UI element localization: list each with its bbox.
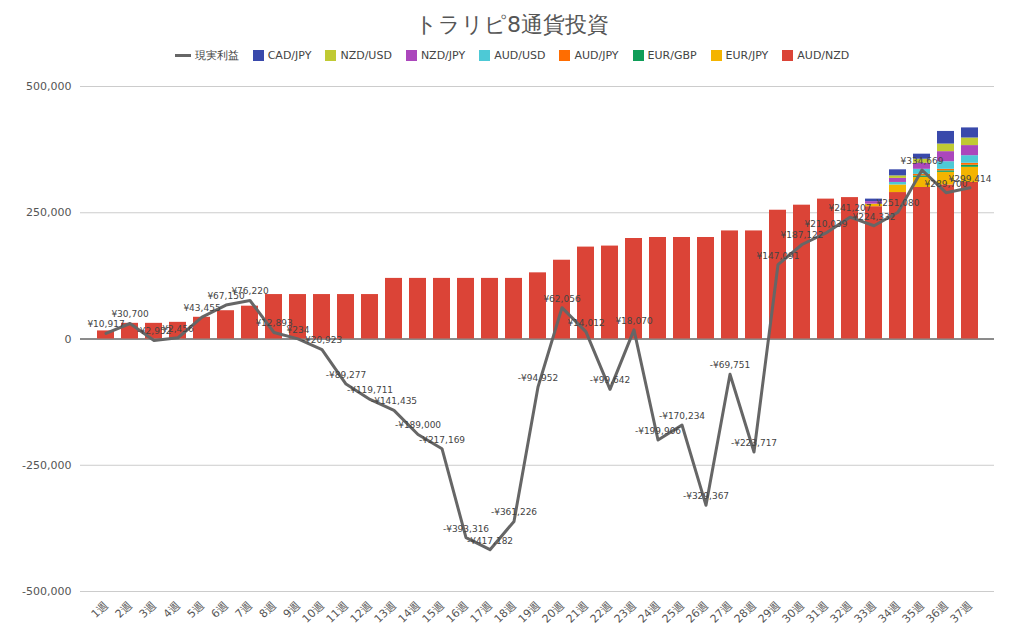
- svg-text:-¥199,906: -¥199,906: [635, 426, 681, 436]
- svg-text:36週: 36週: [924, 599, 951, 626]
- html-text:現実利益: 現実利益: [194, 48, 239, 62]
- svg-text:¥224,332: ¥224,332: [853, 212, 896, 222]
- svg-text:¥30,700: ¥30,700: [111, 309, 148, 319]
- svg-text:¥76,220: ¥76,220: [231, 286, 268, 296]
- svg-text:500,000: 500,000: [26, 80, 72, 93]
- svg-text:¥299,414: ¥299,414: [949, 174, 992, 184]
- svg-text:10週: 10週: [300, 599, 327, 626]
- svg-text:¥67,150: ¥67,150: [207, 291, 245, 301]
- svg-text:-¥69,751: -¥69,751: [710, 360, 750, 370]
- svg-text:18週: 18週: [492, 599, 519, 626]
- svg-text:-¥417,182: -¥417,182: [467, 536, 513, 546]
- svg-text:31週: 31週: [804, 599, 831, 626]
- svg-text:25週: 25週: [660, 599, 687, 626]
- svg-text:¥12,893: ¥12,893: [255, 318, 293, 329]
- svg-text:-¥89,277: -¥89,277: [326, 370, 366, 380]
- svg-text:2週: 2週: [113, 599, 135, 621]
- svg-text:7週: 7週: [233, 599, 255, 621]
- svg-text:5週: 5週: [185, 599, 207, 621]
- html-text:AUD/JPY: AUD/JPY: [574, 48, 619, 62]
- html-text:CAD/JPY: CAD/JPY: [267, 48, 312, 62]
- html-text:NZD/USD: NZD/USD: [340, 48, 392, 62]
- svg-text:11週: 11週: [324, 599, 351, 626]
- svg-text:-¥20,923: -¥20,923: [302, 335, 342, 345]
- svg-text:-500,000: -500,000: [22, 585, 71, 598]
- svg-text:¥14,012: ¥14,012: [567, 318, 604, 328]
- svg-text:27週: 27週: [708, 599, 735, 626]
- html-text:EUR/GBP: EUR/GBP: [647, 48, 697, 62]
- html-text:NZD/JPY: NZD/JPY: [420, 48, 466, 62]
- svg-text:21週: 21週: [564, 599, 591, 626]
- svg-text:¥10,917: ¥10,917: [87, 319, 124, 329]
- svg-text:¥147,091: ¥147,091: [757, 251, 800, 261]
- svg-text:¥241,207: ¥241,207: [828, 203, 872, 214]
- svg-text:¥234: ¥234: [287, 325, 310, 335]
- svg-text:¥187,122: ¥187,122: [781, 230, 824, 240]
- svg-text:¥2,456: ¥2,456: [162, 324, 194, 334]
- svg-text:37週: 37週: [948, 599, 975, 626]
- svg-text:32週: 32週: [828, 599, 855, 626]
- svg-text:-¥94,952: -¥94,952: [518, 373, 558, 383]
- svg-text:16週: 16週: [444, 599, 471, 626]
- svg-text:¥289,700: ¥289,700: [924, 178, 968, 189]
- svg-text:8週: 8週: [257, 599, 279, 621]
- svg-text:-¥170,234: -¥170,234: [659, 411, 705, 421]
- svg-text:-¥99,642: -¥99,642: [590, 375, 630, 385]
- svg-text:3週: 3週: [137, 599, 159, 621]
- svg-text:24週: 24週: [636, 599, 663, 626]
- svg-text:22週: 22週: [588, 599, 615, 626]
- html-text:AUD/USD: AUD/USD: [494, 48, 546, 62]
- svg-text:34週: 34週: [876, 599, 903, 626]
- svg-text:20週: 20週: [540, 599, 567, 626]
- svg-text:¥43,455: ¥43,455: [183, 303, 220, 313]
- svg-text:-¥119,711: -¥119,711: [347, 385, 393, 395]
- svg-text:35週: 35週: [900, 599, 927, 626]
- svg-text:4週: 4週: [161, 599, 183, 621]
- svg-text:9週: 9週: [280, 598, 303, 621]
- svg-text:¥251,080: ¥251,080: [877, 198, 920, 208]
- svg-text:-¥2,952: -¥2,952: [136, 326, 172, 337]
- svg-text:-¥189,000: -¥189,000: [395, 420, 441, 430]
- svg-text:-¥141,435: -¥141,435: [371, 396, 417, 406]
- svg-text:¥18,070: ¥18,070: [615, 316, 652, 326]
- svg-text:17週: 17週: [468, 599, 495, 626]
- svg-text:-¥217,169: -¥217,169: [419, 435, 465, 445]
- svg-text:19週: 19週: [516, 599, 543, 626]
- svg-text:6週: 6週: [209, 599, 231, 621]
- svg-text:14週: 14週: [396, 599, 423, 626]
- svg-text:28週: 28週: [732, 599, 759, 626]
- svg-text:0: 0: [65, 333, 72, 346]
- svg-text:-¥361,226: -¥361,226: [491, 507, 537, 517]
- svg-text:¥210,039: ¥210,039: [805, 219, 848, 229]
- svg-text:29週: 29週: [756, 599, 783, 626]
- svg-text:-250,000: -250,000: [22, 459, 71, 472]
- svg-text:1週: 1週: [89, 599, 111, 621]
- svg-text:-¥393,316: -¥393,316: [443, 524, 489, 534]
- svg-text:30週: 30週: [780, 599, 807, 626]
- svg-text:23週: 23週: [612, 599, 639, 626]
- svg-text:250,000: 250,000: [26, 206, 72, 219]
- svg-text:12週: 12週: [348, 599, 375, 626]
- svg-text:-¥329,367: -¥329,367: [683, 491, 729, 501]
- svg-text:¥62,056: ¥62,056: [543, 294, 580, 304]
- svg-text:15週: 15週: [420, 599, 447, 626]
- svg-text:-¥223,717: -¥223,717: [731, 438, 777, 448]
- svg-text:13週: 13週: [372, 599, 399, 626]
- svg-text:26週: 26週: [684, 599, 711, 626]
- html-text:AUD/NZD: AUD/NZD: [797, 48, 850, 62]
- svg-text:¥334,669: ¥334,669: [901, 156, 944, 166]
- html-text:EUR/JPY: EUR/JPY: [725, 48, 769, 62]
- svg-text:33週: 33週: [852, 599, 879, 626]
- html-text:トラリピ8通貨投資: トラリピ8通貨投資: [415, 12, 609, 37]
